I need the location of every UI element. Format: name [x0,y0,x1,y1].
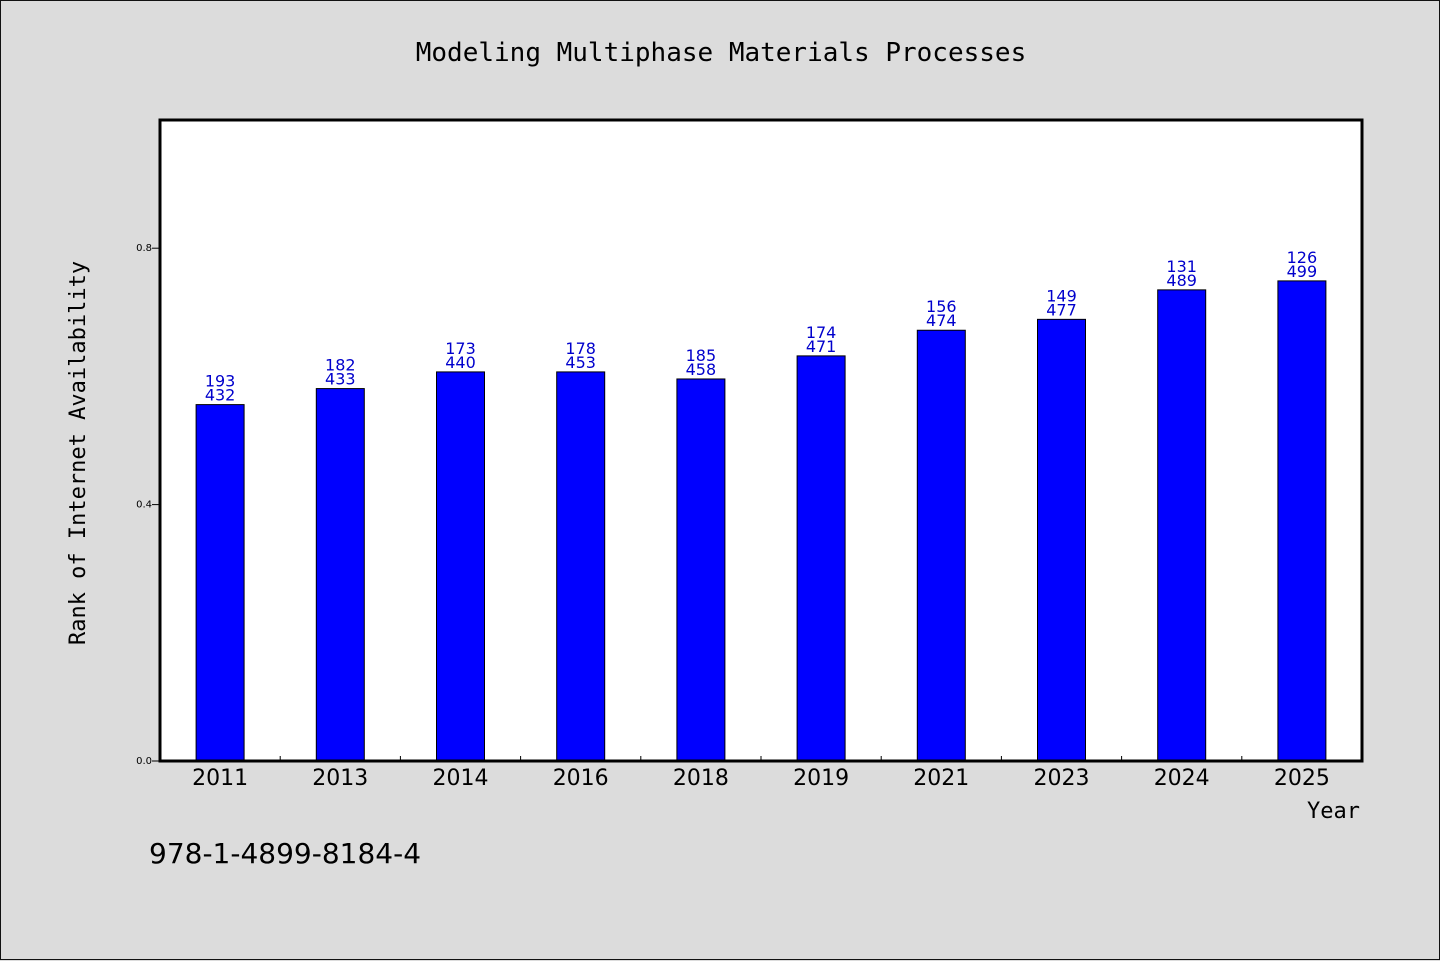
data-label-bottom: 458 [686,360,717,379]
data-label-top: 173 [445,339,476,358]
data-label-bottom: 440 [445,353,476,372]
x-axis: 2011 2013 2014 2016 2018 2019 2021 2023 2024 2025 [192,756,1330,791]
bar-2016 [556,371,606,762]
data-label-top: 126 [1287,248,1318,267]
bar-2025 [1277,280,1327,762]
bar-2011 [195,404,245,762]
bar-2014 [436,371,485,762]
x-tick-label: 2023 [1034,766,1090,791]
data-label-bottom: 474 [926,311,957,330]
data-label-top: 131 [1166,257,1197,276]
data-label-bottom: 499 [1287,262,1318,281]
bar-series [195,280,1327,762]
data-label-top: 193 [205,372,236,391]
chart-title: Modeling Multiphase Materials Processes [416,38,1026,68]
x-tick-label: 2016 [553,766,609,791]
x-tick-label: 2024 [1154,766,1210,791]
bar-2018 [676,378,726,762]
bar-2021 [916,329,966,762]
data-label-top: 156 [926,297,957,316]
x-tick-label: 2014 [433,766,489,791]
x-tick-label: 2018 [673,766,729,791]
x-axis-label: Year [1307,799,1360,824]
data-label-bottom: 471 [806,337,837,356]
bar-2024 [1157,289,1207,762]
x-tick-label: 2025 [1274,766,1330,791]
y-tick-label: 0.4 [136,500,152,511]
data-label-top: 178 [565,339,596,358]
y-tick-label: 0.0 [136,756,152,767]
data-label-top: 182 [325,356,356,375]
isbn-text: 978-1-4899-8184-4 [149,837,421,870]
data-label-bottom: 489 [1166,271,1197,290]
y-tick-label: 0.8 [136,243,152,254]
x-tick-label: 2011 [192,766,248,791]
bar-2013 [315,388,365,762]
plot-border [158,118,1364,763]
x-tick-label: 2019 [793,766,849,791]
y-axis-label: Rank of Internet Availability [66,261,91,645]
data-label-bottom: 433 [325,370,356,389]
data-label-top: 185 [686,346,717,365]
data-label-top: 149 [1046,286,1077,305]
x-tick-label: 2013 [312,766,368,791]
data-label-top: 174 [806,323,837,342]
bar-2019 [796,355,846,762]
data-label-bottom: 432 [205,386,236,405]
x-tick-label: 2021 [913,766,969,791]
data-label-bottom: 477 [1046,300,1077,319]
data-label-bottom: 453 [565,353,596,372]
y-axis: 0.0 0.4 0.8 [136,243,160,767]
bar-2023 [1037,318,1086,762]
